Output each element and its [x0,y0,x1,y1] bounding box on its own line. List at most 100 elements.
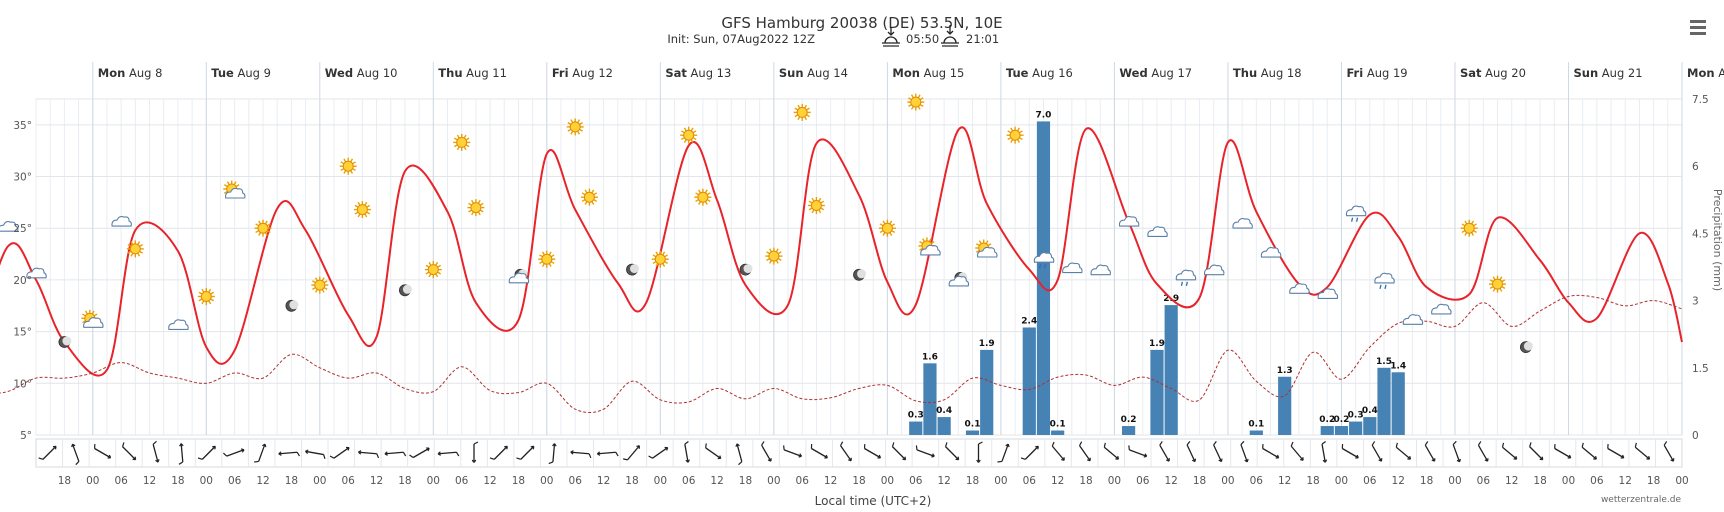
precip-value-label: 0.4 [1362,406,1378,416]
y-tick-label: 20° [13,275,32,287]
sunset-icon [941,25,959,47]
wind-barb [254,443,267,463]
precip-bar [923,363,937,435]
x-axis-title: Local time (UTC+2) [815,494,932,508]
dewpoint-line [0,294,1683,414]
y-tick-label: 30° [13,172,32,184]
wind-barb [305,449,326,460]
x-tick-label: 06 [1023,475,1037,487]
day-label: Tue Aug 9 [211,66,271,80]
y-tick-label: 15° [13,327,32,339]
day-label: Mon Aug 8 [98,66,163,80]
x-tick-label: 12 [1278,475,1291,487]
x-tick-label: 06 [569,475,583,487]
wind-barb [121,442,137,461]
wind-barb [222,448,245,457]
precip-value-label: 0.2 [1333,415,1349,425]
day-label: Wed Aug 17 [1119,66,1192,80]
y2-axis-title: Precipitation (mm) [1711,189,1724,291]
precip-bar [1051,430,1065,435]
rain-weather-icon [1033,252,1055,269]
wind-barb [548,443,557,465]
x-tick-label: 18 [966,475,979,487]
wind-barb [1051,441,1065,461]
wind-barb [1452,440,1461,463]
precip-value-label: 1.5 [1376,357,1392,367]
precip-bar [1164,305,1178,435]
precip-bar [1122,426,1136,435]
wind-barb [329,446,350,459]
y2-tick-label: 7.5 [1692,94,1709,106]
cloud-weather-icon [1402,314,1424,325]
sunrise-time: 05:50 [906,32,939,46]
wind-barb [178,443,184,465]
cloud-weather-icon [1147,226,1168,237]
menu-button[interactable] [1686,14,1710,38]
day-label: Sat Aug 20 [1460,66,1526,80]
wind-barb [783,445,803,458]
moon-weather-icon [58,336,72,348]
x-tick-label: 06 [228,475,242,487]
day-label: Mon Aug 15 [892,66,964,80]
wind-barb [1554,443,1572,459]
wind-barb [152,440,160,463]
precip-value-label: 0.3 [1348,411,1364,421]
wind-barb [384,451,407,457]
day-label: Thu Aug 11 [438,66,507,80]
x-tick-label: 18 [1193,475,1206,487]
wind-barb [705,443,722,460]
x-tick-label: 06 [1590,475,1604,487]
x-tick-label: 12 [937,475,950,487]
x-tick-label: 00 [86,475,99,487]
wind-barb [863,443,882,459]
cloud-weather-icon [1090,264,1111,276]
cloud-weather-icon [1062,262,1083,274]
cloud-weather-icon [111,215,132,227]
day-label: Thu Aug 18 [1233,66,1302,80]
x-tick-label: 18 [1306,475,1319,487]
x-tick-label: 00 [313,475,326,487]
precip-value-label: 1.3 [1277,366,1293,376]
precip-value-label: 0.1 [1050,420,1066,430]
precip-bar [909,421,923,435]
precip-value-label: 7.0 [1035,110,1051,120]
cloud-weather-icon [1204,264,1225,276]
precip-bar [1377,367,1391,435]
wind-barb [1477,441,1489,462]
moon-weather-icon [853,268,866,281]
sunset-time: 21:01 [966,32,999,46]
x-tick-label: 12 [1505,475,1518,487]
precip-value-label: 0.1 [965,420,981,430]
x-tick-label: 00 [994,475,1007,487]
wind-barb [1079,441,1091,462]
wind-barb [944,442,960,461]
x-tick-label: 12 [1051,475,1064,487]
wind-barb [71,443,80,466]
x-tick-label: 06 [682,475,696,487]
y-tick-label: 5° [20,430,32,442]
x-tick-label: 12 [1164,475,1177,487]
wind-barb [1371,441,1383,462]
moonc-weather-icon [948,271,970,287]
x-tick-label: 12 [256,475,269,487]
sun-weather-icon [453,133,471,151]
x-tick-label: 12 [1619,475,1632,487]
sun-weather-icon [311,276,329,294]
x-tick-label: 12 [370,475,383,487]
x-tick-label: 00 [1108,475,1121,487]
wind-barb [891,442,907,461]
day-label: Sun Aug 21 [1573,66,1642,80]
cloud-weather-icon [168,319,189,330]
x-tick-label: 12 [824,475,837,487]
x-tick-label: 18 [398,475,411,487]
temperature-line [0,126,1683,377]
x-tick-label: 18 [1079,475,1092,487]
x-tick-label: 06 [1363,475,1377,487]
wind-barb [1581,442,1597,460]
day-label: Sat Aug 13 [665,66,731,80]
y2-tick-label: 4.5 [1692,228,1709,240]
rain-weather-icon [1175,269,1197,286]
moon-weather-icon [285,299,299,312]
wind-barb [1020,445,1039,460]
